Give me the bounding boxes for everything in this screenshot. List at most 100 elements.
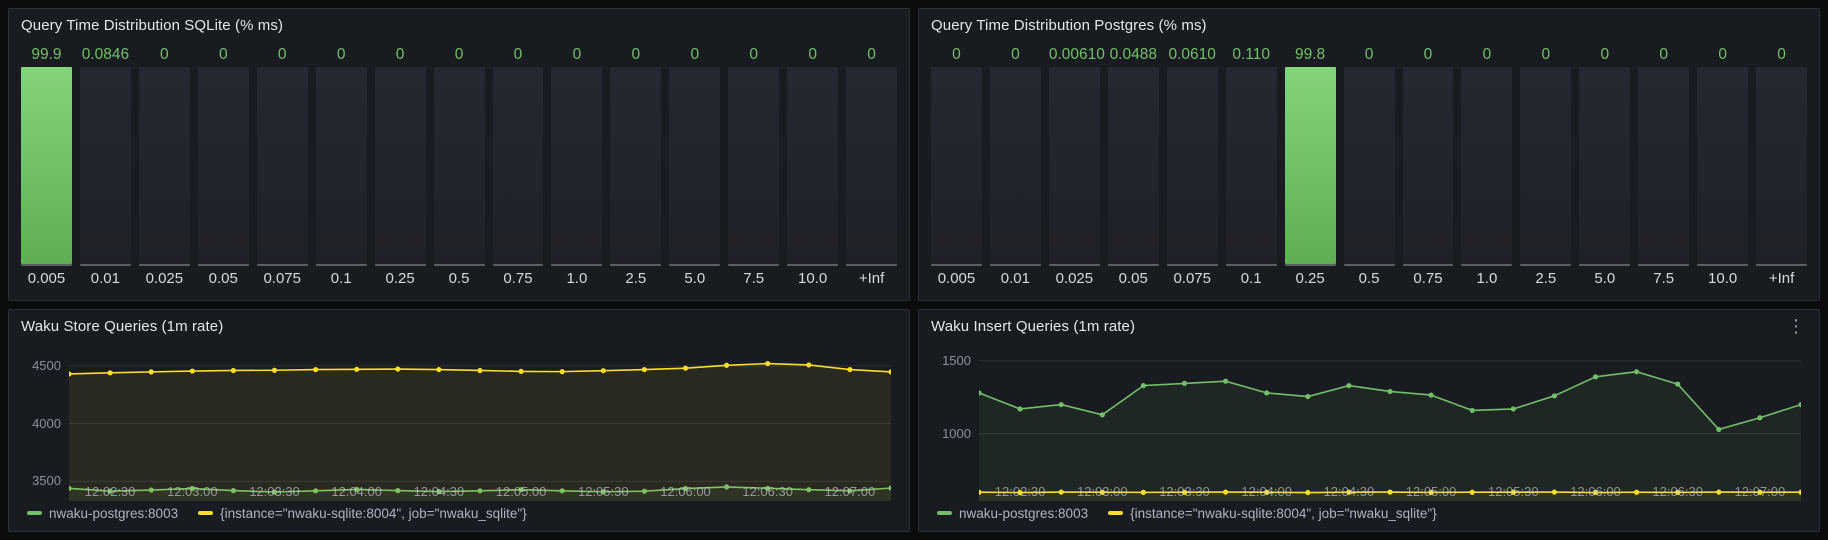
bar-baseline: [787, 264, 839, 266]
x-axis-tick-label: 12:03:30: [249, 484, 300, 499]
bar-value-label: 0: [160, 46, 169, 63]
bar-value-label: 0.110: [1232, 46, 1270, 63]
x-axis-tick-label: 12:04:00: [331, 484, 382, 499]
bar-baseline: [1638, 264, 1690, 266]
panel-title[interactable]: Waku Store Queries (1m rate): [21, 317, 224, 335]
histogram-bar-column: 0.0846 0.01: [79, 43, 131, 292]
series-point: [1181, 380, 1188, 387]
bar-baseline: [1756, 264, 1808, 266]
panel-header: Query Time Distribution SQLite (% ms): [9, 9, 909, 41]
series-point: [847, 366, 853, 373]
legend: nwaku-postgres:8003 {instance="nwaku-sqli…: [931, 501, 1807, 525]
bar-baseline: [989, 264, 1041, 266]
bar-value-label: 0: [513, 46, 523, 63]
series-point: [600, 489, 606, 495]
histogram-bar-column: 0 0.025: [138, 43, 190, 292]
bar-category-label: 7.5: [743, 270, 765, 287]
series-point: [1140, 382, 1146, 389]
series-point: [559, 369, 565, 375]
bar-category-label: 0.05: [208, 270, 238, 287]
series-point: [518, 368, 524, 375]
bar-category-label: 5.0: [1594, 270, 1616, 287]
legend-item[interactable]: nwaku-postgres:8003: [937, 506, 1088, 521]
y-axis-tick-label: 4000: [32, 415, 61, 431]
bar-track: [610, 67, 662, 264]
histogram-bar-column: 0 0.01: [989, 43, 1041, 292]
bar-category-label: 10.0: [798, 270, 828, 287]
plot-area[interactable]: [979, 352, 1801, 501]
panel-title[interactable]: Waku Insert Queries (1m rate): [931, 317, 1136, 335]
series-point: [1346, 489, 1352, 495]
series-point: [1469, 489, 1475, 495]
series-point: [1387, 388, 1393, 395]
series-point: [313, 366, 319, 373]
bar-track: [1756, 67, 1808, 264]
series-point: [765, 485, 771, 491]
x-axis-tick-label: 12:05:00: [495, 484, 547, 499]
series-point: [1058, 401, 1064, 408]
series-point: [69, 371, 72, 377]
x-axis-tick-label: 12:06:30: [742, 484, 793, 499]
bar-baseline: [197, 264, 249, 266]
series-point: [1223, 489, 1229, 495]
bar-track: [846, 67, 898, 264]
bar-track: [1343, 67, 1395, 264]
bar-value-label: 0: [1718, 46, 1727, 63]
y-axis-tick-label: 1500: [942, 352, 971, 368]
series-point: [847, 488, 853, 494]
bar-baseline: [21, 264, 72, 266]
series-point: [979, 489, 982, 495]
bar-value-label: 0: [1659, 46, 1669, 63]
series-point: [682, 365, 689, 371]
series-point: [1675, 489, 1681, 495]
bar-track: [256, 67, 308, 264]
series-point: [724, 484, 730, 490]
plot-area[interactable]: [69, 352, 891, 501]
series-point: [148, 487, 154, 493]
histogram-bar-column: 0.0610 0.075: [1166, 43, 1218, 292]
histogram-bar-column: 0.00610 0.025: [1048, 43, 1105, 292]
panel-title[interactable]: Query Time Distribution Postgres (% ms): [931, 16, 1207, 34]
bar-baseline: [931, 264, 982, 266]
legend-label: nwaku-postgres:8003: [49, 505, 179, 521]
bar-value-label: 0: [867, 46, 876, 63]
bar-category-label: 0.75: [1413, 270, 1443, 287]
bar-category-label: 0.5: [448, 270, 470, 287]
x-axis-tick-label: 12:07:00: [1734, 484, 1786, 499]
panel-menu-icon[interactable]: ⋮: [1787, 316, 1805, 336]
series-point: [806, 362, 812, 368]
bar-baseline: [669, 264, 721, 266]
legend-item[interactable]: {instance="nwaku-sqlite:8004", job="nwak…: [198, 506, 527, 521]
x-axis-tick-label: 12:03:00: [166, 484, 218, 499]
series-point: [271, 489, 278, 495]
series-point: [148, 369, 154, 375]
series-point: [641, 366, 648, 373]
histogram-bar-column: 0 0.075: [256, 43, 308, 292]
bar-value-label: 99.8: [1295, 46, 1326, 63]
legend-item[interactable]: nwaku-postgres:8003: [27, 506, 178, 521]
histogram-bar-column: 0 10.0: [1697, 43, 1749, 292]
bar-category-label: 7.5: [1653, 270, 1675, 287]
bar-baseline: [846, 264, 898, 266]
histogram-bar-column: 99.8 0.25: [1284, 43, 1336, 292]
legend-swatch: [1108, 511, 1124, 515]
legend-item[interactable]: {instance="nwaku-sqlite:8004", job="nwak…: [1108, 506, 1437, 521]
bar-category-label: 0.01: [1000, 270, 1030, 287]
series-point: [1387, 489, 1393, 495]
bar-category-label: 0.75: [503, 270, 533, 287]
series-point: [354, 366, 360, 372]
bar-baseline: [1402, 264, 1454, 266]
legend-swatch: [937, 511, 952, 515]
panel-header: Waku Insert Queries (1m rate) ⋮: [919, 310, 1819, 342]
series-point: [1757, 415, 1763, 421]
bar-baseline: [1048, 264, 1100, 266]
panel-insert-queries: Waku Insert Queries (1m rate) ⋮ 1000 1500…: [918, 309, 1820, 532]
bar-value-label: 0: [1600, 46, 1610, 63]
bar-value-label: 0: [218, 46, 228, 63]
panel-title[interactable]: Query Time Distribution SQLite (% ms): [21, 16, 284, 34]
series-point: [395, 366, 401, 372]
bar-baseline: [433, 264, 485, 266]
bar-baseline: [1579, 264, 1631, 266]
bar-value-label: 0.0488: [1109, 46, 1157, 63]
